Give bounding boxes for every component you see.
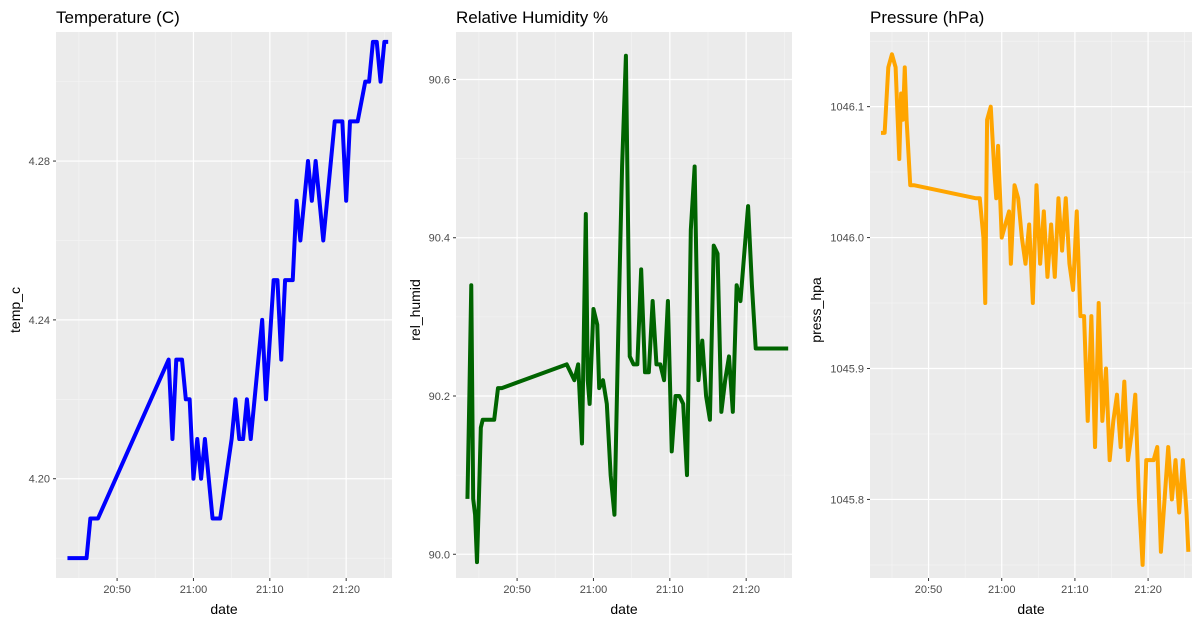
- x-tick-label: 21:20: [332, 584, 360, 596]
- gridlines: [870, 32, 1192, 578]
- x-tick-label: 21:00: [580, 584, 608, 596]
- y-axis-title: temp_c: [7, 287, 23, 333]
- panel-title: Pressure (hPa): [870, 8, 984, 27]
- series-line: [880, 52, 1191, 567]
- x-axis-title: date: [1017, 601, 1044, 617]
- y-tick-label: 1046.0: [830, 233, 864, 245]
- y-tick-label: 1045.8: [830, 494, 864, 506]
- x-axis-title: date: [210, 601, 237, 617]
- x-tick-label: 21:00: [988, 584, 1016, 596]
- y-tick-label: 90.2: [429, 391, 450, 403]
- y-tick-label: 1046.1: [830, 102, 864, 114]
- temperature-panel: Temperature (C) date temp_c 20:50 21:00 21…: [7, 8, 392, 617]
- series-line: [67, 39, 389, 561]
- y-axis-title: rel_humid: [407, 279, 423, 340]
- x-tick-label: 21:10: [656, 584, 684, 596]
- y-tick-label: 4.28: [29, 156, 50, 168]
- gridlines: [56, 32, 392, 578]
- x-tick-label: 21:20: [1134, 584, 1162, 596]
- pressure-panel: Pressure (hPa) date press_hpa 20:50 21:00…: [808, 8, 1192, 617]
- y-axis-title: press_hpa: [808, 277, 824, 343]
- gridlines: [456, 32, 792, 578]
- y-tick-label: 90.6: [429, 74, 450, 86]
- x-tick-label: 21:10: [1061, 584, 1089, 596]
- x-tick-label: 21:00: [180, 584, 208, 596]
- y-tick-label: 90.0: [429, 549, 450, 561]
- x-tick-label: 20:50: [103, 584, 131, 596]
- x-tick-label: 21:10: [256, 584, 284, 596]
- y-tick-label: 90.4: [429, 233, 450, 245]
- y-tick-label: 1045.9: [830, 364, 864, 376]
- series-line: [465, 53, 789, 565]
- panel-title: Temperature (C): [56, 8, 180, 27]
- x-tick-label: 20:50: [503, 584, 531, 596]
- x-tick-label: 21:20: [732, 584, 760, 596]
- relative-humidity-panel: Relative Humidity % date rel_humid 20:50…: [407, 8, 792, 617]
- panel-title: Relative Humidity %: [456, 8, 608, 27]
- x-tick-label: 20:50: [915, 584, 943, 596]
- x-axis-title: date: [610, 601, 637, 617]
- y-tick-label: 4.20: [29, 474, 50, 486]
- y-tick-label: 4.24: [29, 315, 50, 327]
